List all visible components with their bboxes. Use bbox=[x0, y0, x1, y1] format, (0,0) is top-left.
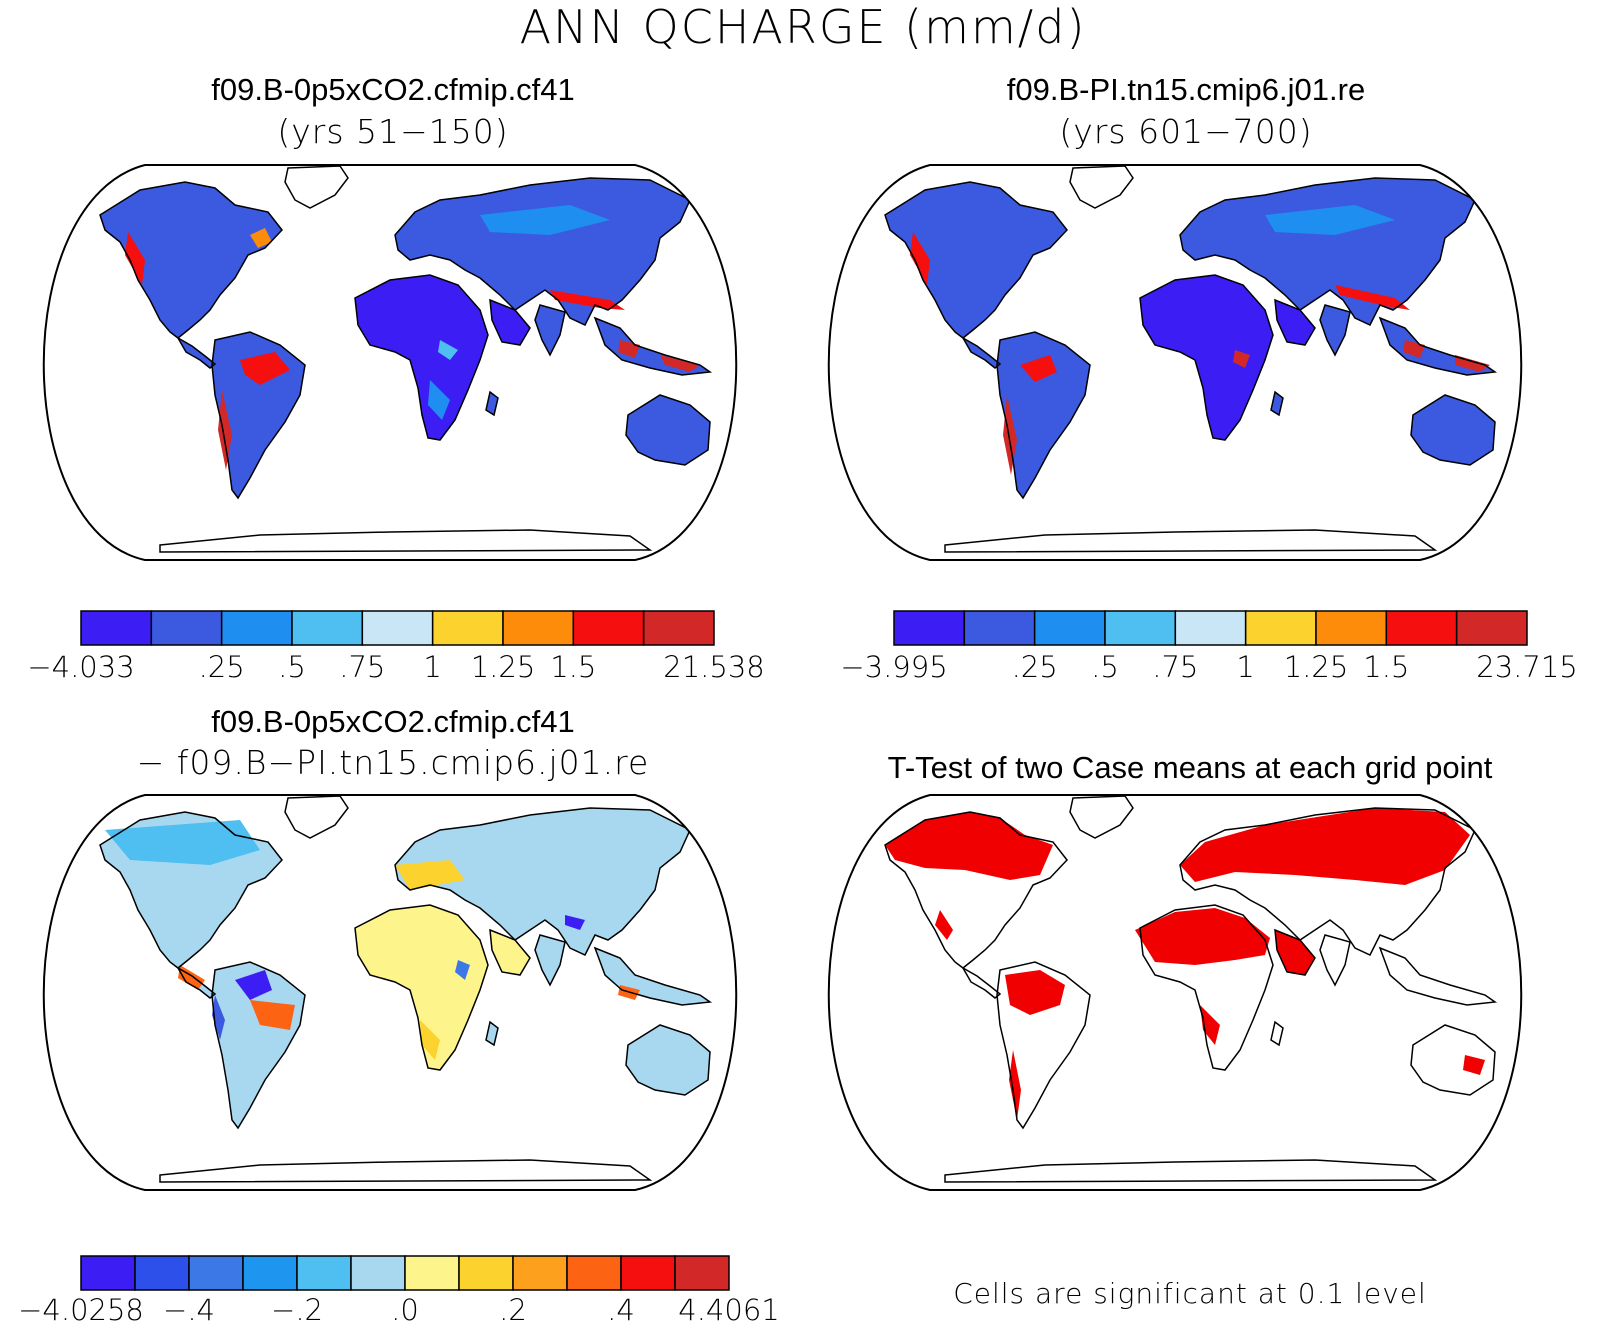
colorbar-tick-label: .75 bbox=[1152, 650, 1199, 684]
colorbar-tick-label: 23.715 bbox=[1476, 650, 1578, 684]
colorbar-tick-label: 1.25 bbox=[1283, 650, 1349, 684]
colorbar-swatch bbox=[242, 1255, 298, 1291]
colorbar-case2 bbox=[893, 610, 1528, 646]
colorbar-labels-case2: −3.995 .25 .5 .75 1 1.25 1.5 23.715 bbox=[840, 650, 1577, 686]
colorbar-tick-label: .5 bbox=[278, 650, 306, 684]
colorbar-swatch bbox=[296, 1255, 352, 1291]
colorbar-tick-label: −.4 bbox=[163, 1293, 215, 1327]
colorbar-swatch bbox=[1315, 610, 1388, 646]
panel-subtitle-case1: (yrs 51−150) bbox=[277, 112, 509, 151]
colorbar-swatch bbox=[674, 1255, 730, 1291]
colorbar-swatch bbox=[350, 1255, 406, 1291]
panel-title-case2: f09.B-PI.tn15.cmip6.j01.re bbox=[1006, 72, 1366, 107]
colorbar-tick-label: .4 bbox=[607, 1293, 635, 1327]
colorbar-swatch bbox=[188, 1255, 244, 1291]
colorbar-swatch bbox=[291, 610, 364, 646]
colorbar-swatch bbox=[642, 610, 715, 646]
panel-subtitle-diff: − f09.B−PI.tn15.cmip6.j01.re bbox=[136, 743, 650, 782]
colorbar-tick-label: .2 bbox=[499, 1293, 527, 1327]
colorbar-tick-label: −3.995 bbox=[840, 650, 948, 684]
panel-title-case1: f09.B-0p5xCO2.cfmip.cf41 bbox=[211, 72, 575, 107]
colorbar-swatch bbox=[1033, 610, 1106, 646]
colorbar-labels-case1: −4.033 .25 .5 .75 1 1.25 1.5 21.538 bbox=[27, 650, 764, 686]
colorbar-swatch bbox=[220, 610, 293, 646]
significance-note: Cells are significant at 0.1 level bbox=[953, 1277, 1427, 1310]
colorbar-tick-label: 1.25 bbox=[470, 650, 536, 684]
panel-title-ttest: T-Test of two Case means at each grid po… bbox=[887, 750, 1493, 785]
colorbar-tick-label: .25 bbox=[1011, 650, 1058, 684]
colorbar-tick-label: 1 bbox=[1236, 650, 1255, 684]
panel-subtitle-case2: (yrs 601−700) bbox=[1059, 112, 1313, 151]
colorbar-swatch bbox=[512, 1255, 568, 1291]
colorbar-swatch bbox=[80, 1255, 136, 1291]
colorbar-labels-diff: −4.0258 −.4 −.2 .0 .2 .4 4.4061 bbox=[18, 1293, 780, 1327]
colorbar-swatch bbox=[502, 610, 575, 646]
colorbar-case1 bbox=[80, 610, 715, 646]
colorbar-swatch bbox=[150, 610, 223, 646]
map-diff bbox=[10, 790, 770, 1195]
map-case2 bbox=[795, 160, 1555, 565]
panel-title-diff: f09.B-0p5xCO2.cfmip.cf41 bbox=[211, 704, 575, 739]
colorbar-tick-label: .25 bbox=[198, 650, 245, 684]
colorbar-tick-label: −4.0258 bbox=[18, 1293, 144, 1327]
colorbar-tick-label: .0 bbox=[391, 1293, 419, 1327]
colorbar-swatch bbox=[1244, 610, 1317, 646]
colorbar-tick-label: 4.4061 bbox=[678, 1293, 780, 1327]
colorbar-swatch bbox=[431, 610, 504, 646]
colorbar-swatch bbox=[1174, 610, 1247, 646]
colorbar-tick-label: −4.033 bbox=[27, 650, 135, 684]
colorbar-tick-label: −.2 bbox=[271, 1293, 323, 1327]
figure-title: ANN QCHARGE (mm/d) bbox=[519, 0, 1087, 54]
colorbar-tick-label: .5 bbox=[1091, 650, 1119, 684]
colorbar-swatch bbox=[1385, 610, 1458, 646]
colorbar-swatch bbox=[1104, 610, 1177, 646]
map-ttest bbox=[795, 790, 1555, 1195]
colorbar-swatch bbox=[134, 1255, 190, 1291]
colorbar-swatch bbox=[893, 610, 966, 646]
colorbar-tick-label: .75 bbox=[339, 650, 386, 684]
colorbar-swatch bbox=[458, 1255, 514, 1291]
colorbar-diff bbox=[80, 1255, 730, 1291]
colorbar-swatch bbox=[361, 610, 434, 646]
colorbar-tick-label: 1 bbox=[423, 650, 442, 684]
colorbar-swatch bbox=[404, 1255, 460, 1291]
colorbar-swatch bbox=[572, 610, 645, 646]
colorbar-swatch bbox=[1455, 610, 1528, 646]
map-case1 bbox=[10, 160, 770, 565]
colorbar-tick-label: 1.5 bbox=[1363, 650, 1410, 684]
colorbar-swatch bbox=[963, 610, 1036, 646]
colorbar-swatch bbox=[80, 610, 153, 646]
colorbar-swatch bbox=[566, 1255, 622, 1291]
colorbar-tick-label: 1.5 bbox=[550, 650, 597, 684]
colorbar-tick-label: 21.538 bbox=[663, 650, 765, 684]
colorbar-swatch bbox=[620, 1255, 676, 1291]
